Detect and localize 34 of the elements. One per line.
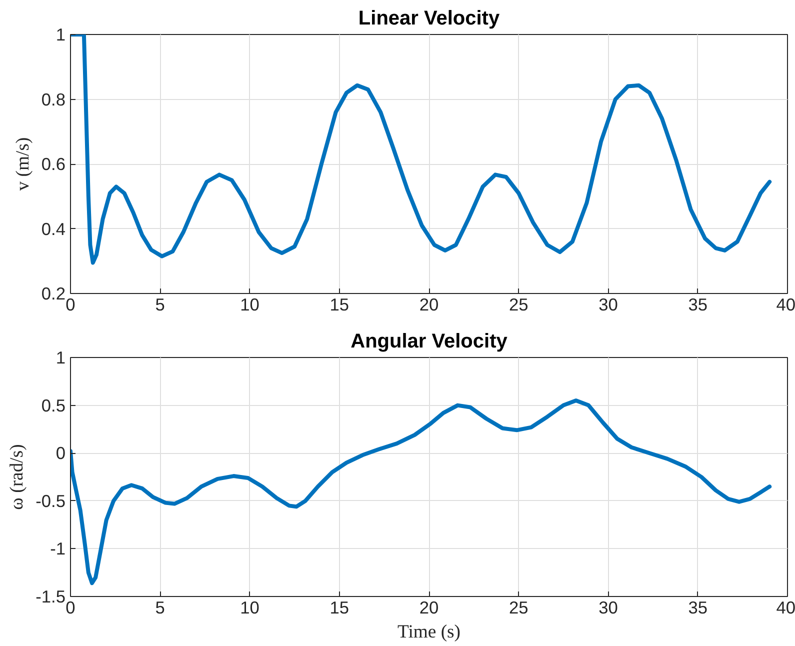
x-tick-label: 15	[330, 598, 350, 618]
y-axis-title: ω (rad/s)	[6, 444, 28, 510]
x-tick-label: 15	[330, 294, 350, 314]
y-tick-label: 1	[56, 24, 66, 44]
x-tick-label: 10	[240, 294, 260, 314]
x-tick-label: 30	[598, 294, 618, 314]
x-tick-label: 25	[508, 294, 528, 314]
y-tick-label: 0.8	[41, 89, 66, 110]
y-tick-label: 0	[56, 443, 66, 464]
x-tick-label: 35	[688, 294, 708, 314]
x-tick-label: 30	[598, 598, 618, 618]
y-tick-label: -1	[50, 538, 66, 559]
y-axis-title: v (m/s)	[12, 137, 34, 191]
x-axis-title: Time (s)	[397, 622, 461, 642]
x-tick-label: 20	[419, 294, 439, 314]
line-series	[70, 34, 772, 265]
y-tick-label: -0.5	[36, 490, 66, 511]
y-tick-label: 0.5	[41, 395, 66, 416]
y-tick-label: 0.4	[41, 218, 66, 239]
x-tick-label: 35	[688, 598, 708, 618]
chart-title: Linear Velocity	[358, 8, 500, 30]
x-tick-label: 25	[508, 598, 528, 618]
chart-title: Angular Velocity	[350, 330, 508, 352]
x-tick-label: 10	[240, 598, 260, 618]
line-series	[70, 398, 772, 586]
x-tick-label: 5	[155, 294, 165, 314]
y-tick-label: 0.2	[41, 284, 66, 304]
x-tick-label: 20	[419, 598, 439, 618]
x-tick-label: 5	[155, 598, 165, 618]
y-tick-label: 1	[56, 348, 66, 368]
x-tick-label: 40	[776, 598, 795, 618]
x-tick-label: 40	[776, 294, 795, 314]
y-tick-label: -1.5	[36, 586, 66, 606]
y-tick-label: 0.6	[41, 154, 66, 174]
